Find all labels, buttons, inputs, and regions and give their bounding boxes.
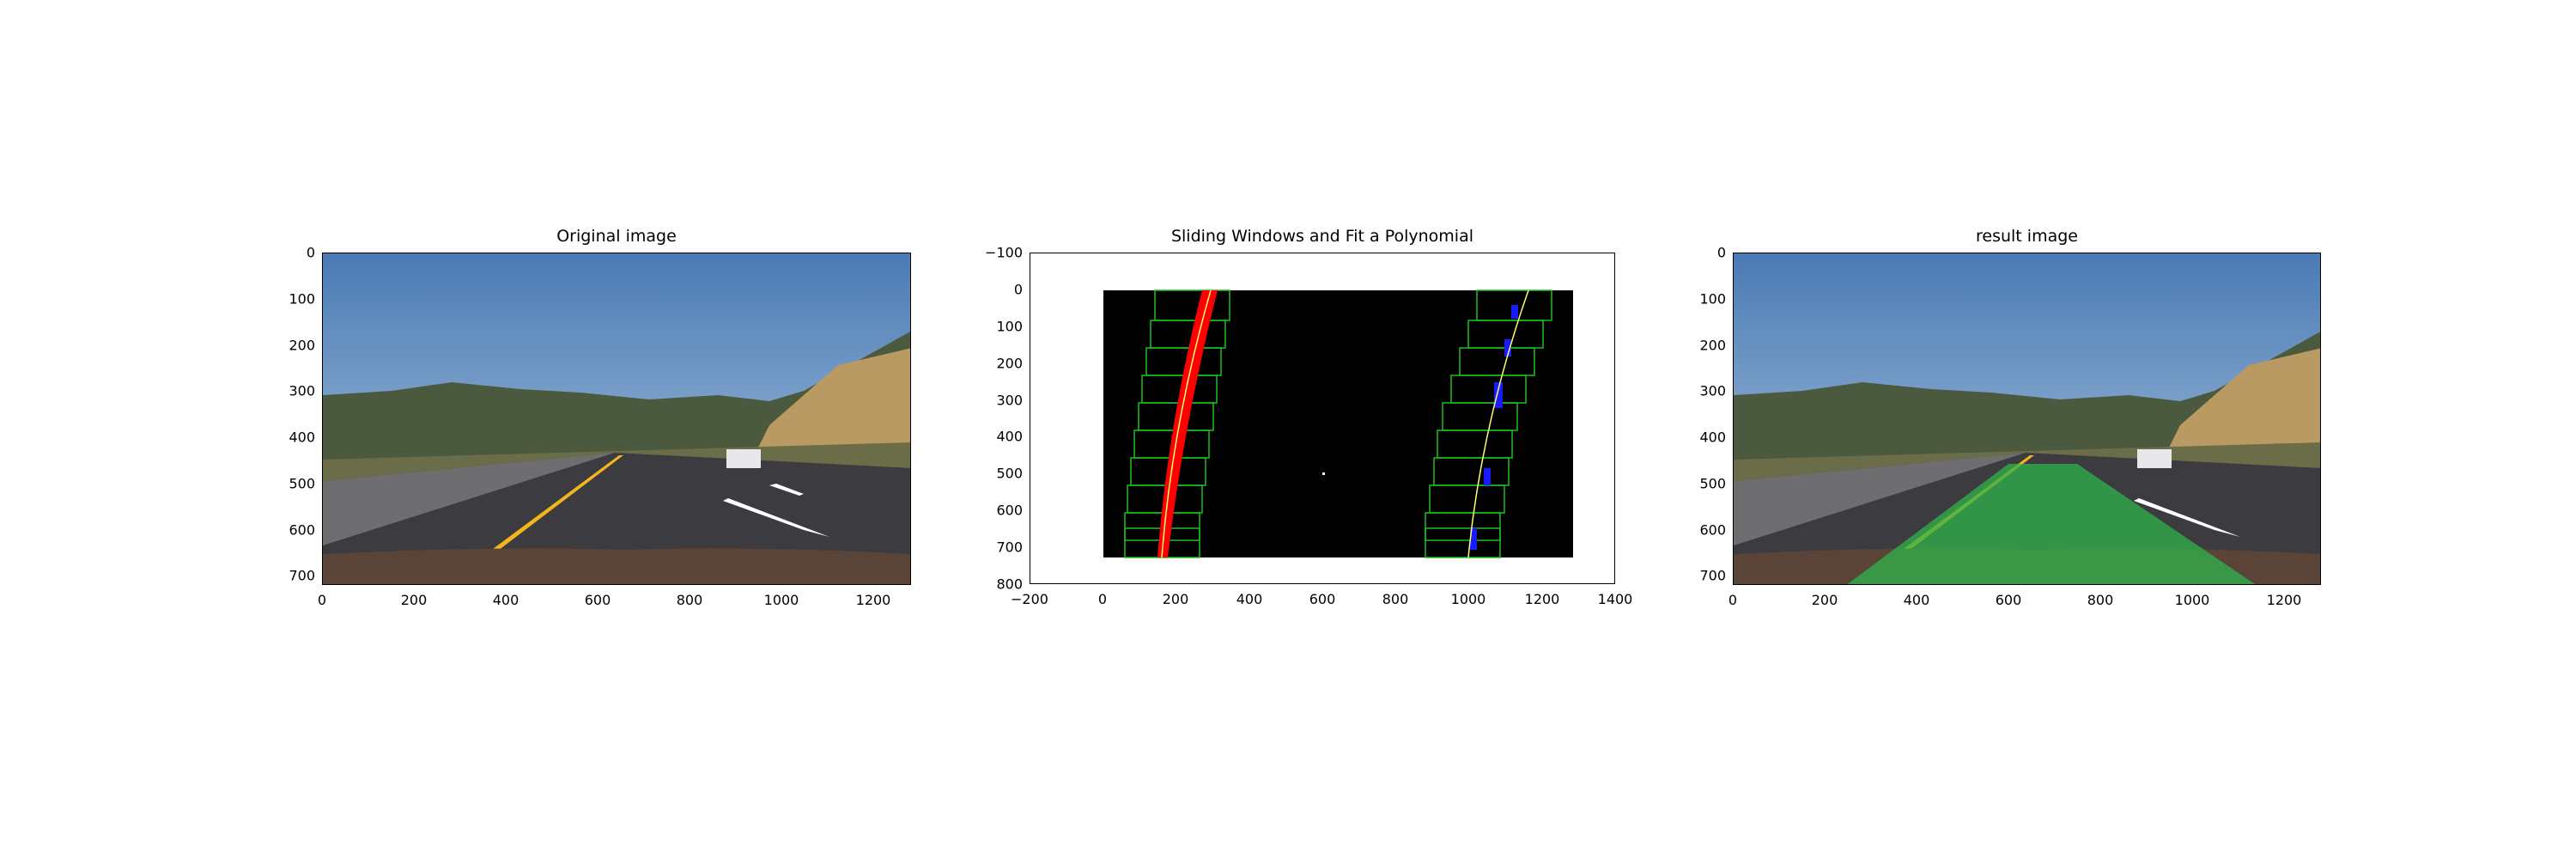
y-tick-label: 300 bbox=[1699, 382, 1726, 399]
x-tick-label: 800 bbox=[676, 592, 703, 608]
panel-original: Original image 0 200 400 600 800 1000 12… bbox=[289, 227, 911, 608]
original-image bbox=[322, 253, 911, 585]
y-tick-label: 800 bbox=[996, 576, 1023, 593]
y-tick-label: −100 bbox=[985, 244, 1023, 261]
y-tick-label: 400 bbox=[289, 429, 315, 446]
x-tick-label: 600 bbox=[584, 592, 611, 608]
y-tick-label: 600 bbox=[996, 502, 1023, 519]
y-tick-label: 600 bbox=[1699, 521, 1726, 539]
y-tick-label: 300 bbox=[289, 382, 315, 399]
panel-title: Original image bbox=[556, 227, 677, 246]
panel-sliding-windows: Sliding Windows and Fit a Polynomial bbox=[985, 227, 1632, 607]
x-tick-label: 1200 bbox=[1524, 591, 1560, 607]
x-tick-label: 0 bbox=[317, 592, 327, 608]
x-tick-label: 600 bbox=[1995, 592, 2022, 608]
x-tick-label: 0 bbox=[1097, 591, 1108, 607]
y-tick-label: 500 bbox=[289, 475, 315, 492]
y-tick-label: 700 bbox=[996, 539, 1023, 556]
y-tick-label: 0 bbox=[306, 244, 315, 261]
panel-title: Sliding Windows and Fit a Polynomial bbox=[1170, 227, 1474, 246]
y-tick-label: 100 bbox=[996, 318, 1023, 335]
x-tick-label: 1200 bbox=[2266, 592, 2302, 608]
panel-result: result image 0 200 400 600 800 1000 1200… bbox=[1699, 227, 2321, 608]
x-tick-label: 1400 bbox=[1597, 591, 1633, 607]
y-tick-label: 200 bbox=[996, 355, 1023, 372]
y-tick-label: 500 bbox=[1699, 475, 1726, 492]
x-tick-label: 200 bbox=[400, 592, 428, 608]
x-tick-label: 200 bbox=[1811, 592, 1838, 608]
x-tick-label: 1200 bbox=[855, 592, 891, 608]
y-tick-label: 300 bbox=[996, 392, 1023, 409]
x-tick-label: 1000 bbox=[1450, 591, 1486, 607]
panel-title: result image bbox=[1976, 227, 2078, 246]
y-tick-label: 600 bbox=[289, 521, 315, 539]
x-tick-label: 1000 bbox=[2174, 592, 2210, 608]
x-tick-label: 600 bbox=[1309, 591, 1336, 607]
y-tick-label: 100 bbox=[1699, 290, 1726, 308]
y-tick-label: 100 bbox=[289, 290, 315, 308]
y-tick-label: 400 bbox=[996, 428, 1023, 445]
y-tick-label: 700 bbox=[1699, 567, 1726, 584]
y-tick-label: 500 bbox=[996, 465, 1023, 482]
x-tick-label: 800 bbox=[1382, 591, 1409, 607]
x-tick-label: 800 bbox=[2087, 592, 2114, 608]
result-image bbox=[1733, 253, 2321, 585]
x-tick-label: 400 bbox=[492, 592, 519, 608]
y-tick-label: 700 bbox=[289, 567, 315, 584]
x-tick-label: 1000 bbox=[763, 592, 799, 608]
y-tick-label: 200 bbox=[1699, 337, 1726, 354]
x-tick-label: 400 bbox=[1236, 591, 1263, 607]
y-tick-label: 200 bbox=[289, 337, 315, 354]
x-tick-label: −200 bbox=[1011, 591, 1048, 607]
x-tick-label: 200 bbox=[1162, 591, 1189, 607]
sliding-windows-plot bbox=[1030, 253, 1615, 584]
y-tick-label: 400 bbox=[1699, 429, 1726, 446]
x-tick-label: 400 bbox=[1903, 592, 1930, 608]
x-tick-label: 0 bbox=[1728, 592, 1738, 608]
y-tick-label: 0 bbox=[1013, 281, 1023, 298]
y-tick-label: 0 bbox=[1716, 244, 1726, 261]
